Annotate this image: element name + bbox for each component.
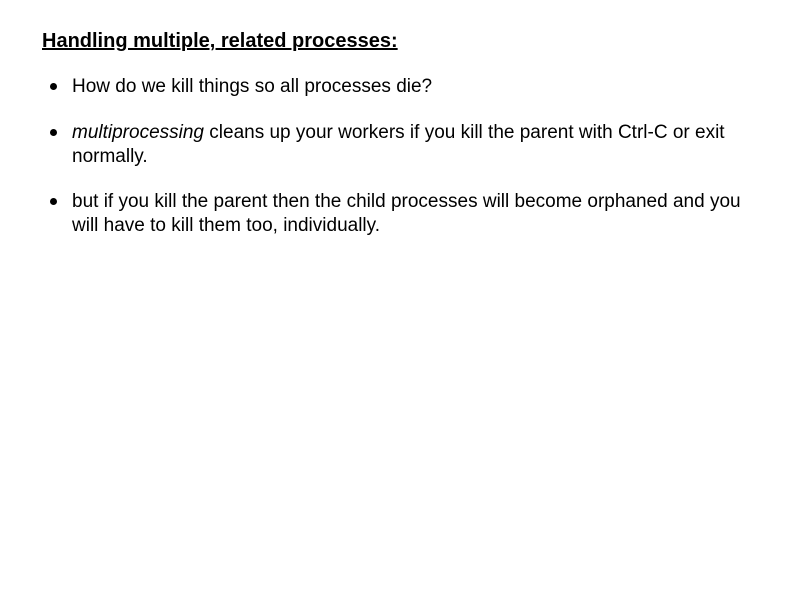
list-item: multiprocessing cleans up your workers i… <box>42 121 752 169</box>
bullet-text: but if you kill the parent then the chil… <box>72 191 741 236</box>
bullet-list: How do we kill things so all processes d… <box>42 75 752 238</box>
bullet-prefix-italic: multiprocessing <box>72 122 204 143</box>
list-item: but if you kill the parent then the chil… <box>42 190 752 238</box>
slide: Handling multiple, related processes: Ho… <box>0 0 794 595</box>
list-item: How do we kill things so all processes d… <box>42 75 752 99</box>
bullet-text: How do we kill things so all processes d… <box>72 76 432 97</box>
slide-title: Handling multiple, related processes: <box>42 30 752 53</box>
